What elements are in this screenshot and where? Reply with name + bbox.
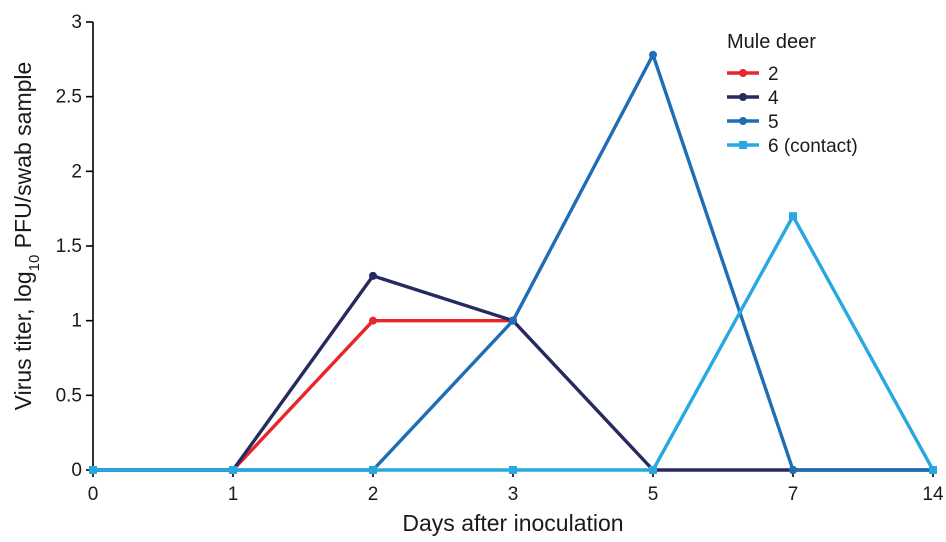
chart-axes: 0 0.5 1 1.5 2 2.5 3 0 1 2 3 5 7 14 bbox=[56, 12, 944, 505]
x-axis-ticks: 0 1 2 3 5 7 14 bbox=[88, 470, 944, 505]
y-tick-label: 0.5 bbox=[56, 385, 82, 406]
series-layer bbox=[89, 50, 937, 474]
legend-swatch-marker bbox=[739, 141, 747, 149]
series-1 bbox=[89, 316, 517, 474]
legend-label: 5 bbox=[768, 112, 779, 133]
series-2 bbox=[89, 271, 937, 474]
legend-label: 2 bbox=[768, 64, 779, 85]
data-point bbox=[649, 466, 657, 474]
legend: Mule deer 2 4 5 6 (contact) bbox=[727, 31, 858, 157]
x-tick-label: 14 bbox=[922, 484, 944, 505]
data-point bbox=[89, 466, 97, 474]
y-tick-label: 2 bbox=[71, 161, 82, 182]
series-line bbox=[93, 53, 933, 472]
data-point bbox=[649, 50, 657, 59]
y-axis-title-prefix: Virus titer, log bbox=[10, 271, 36, 410]
data-point bbox=[369, 316, 377, 325]
x-tick-label: 3 bbox=[508, 484, 519, 505]
y-tick-label: 3 bbox=[71, 12, 82, 33]
legend-item: 4 bbox=[727, 88, 779, 109]
data-point bbox=[509, 316, 517, 325]
x-axis-title: Days after inoculation bbox=[402, 510, 623, 536]
legend-title: Mule deer bbox=[727, 31, 816, 53]
data-point bbox=[509, 466, 517, 474]
y-axis-title-suffix: PFU/swab sample bbox=[10, 62, 36, 255]
y-tick-label: 1 bbox=[71, 311, 82, 332]
x-tick-label: 5 bbox=[648, 484, 659, 505]
legend-label: 4 bbox=[768, 88, 779, 109]
data-point bbox=[929, 466, 937, 474]
data-point bbox=[369, 466, 377, 474]
y-axis-title-subscript: 10 bbox=[26, 255, 43, 272]
series-line bbox=[93, 274, 933, 472]
y-axis-ticks: 0 0.5 1 1.5 2 2.5 3 bbox=[56, 12, 93, 481]
legend-item: 2 bbox=[727, 64, 779, 85]
legend-swatch-marker bbox=[739, 117, 747, 125]
x-tick-label: 2 bbox=[368, 484, 379, 505]
data-point bbox=[789, 466, 797, 474]
x-tick-label: 1 bbox=[228, 484, 239, 505]
series-line bbox=[93, 318, 513, 472]
y-tick-label: 2.5 bbox=[56, 87, 82, 108]
y-axis-title: Virus titer, log10 PFU/swab sample bbox=[10, 62, 43, 411]
legend-items: 2 4 5 6 (contact) bbox=[727, 64, 858, 157]
legend-swatch-marker bbox=[739, 69, 747, 77]
series-line bbox=[93, 214, 935, 472]
series-3 bbox=[89, 50, 937, 474]
data-point bbox=[789, 212, 797, 221]
legend-label: 6 (contact) bbox=[768, 136, 858, 157]
x-tick-label: 7 bbox=[788, 484, 799, 505]
y-tick-label: 1.5 bbox=[56, 236, 82, 257]
data-point bbox=[369, 271, 377, 280]
legend-item: 5 bbox=[727, 112, 779, 133]
x-tick-label: 0 bbox=[88, 484, 99, 505]
legend-item: 6 (contact) bbox=[727, 136, 858, 157]
data-point bbox=[229, 466, 237, 474]
y-tick-label: 0 bbox=[71, 460, 82, 481]
legend-swatch-marker bbox=[739, 93, 747, 101]
series-4 bbox=[89, 212, 937, 474]
